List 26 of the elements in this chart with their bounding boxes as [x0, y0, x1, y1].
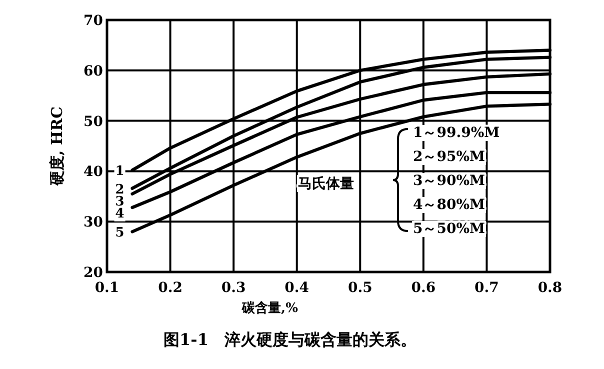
series-label: 4 — [115, 206, 124, 222]
x-tick-label: 0.1 — [94, 280, 120, 296]
text: 图1-1 淬火硬度与碳含量的关系。 — [164, 330, 416, 349]
y-tick-label: 30 — [84, 214, 104, 231]
x-tick-label: 0.5 — [348, 280, 372, 296]
y-tick-label: 40 — [84, 164, 104, 180]
y-tick-label: 70 — [84, 13, 104, 29]
series-label: 5 — [115, 226, 124, 241]
y-tick-label: 20 — [84, 265, 104, 281]
x-tick-label: 0.4 — [284, 280, 310, 296]
y-tick-label: 50 — [84, 114, 104, 130]
x-tick-label: 0.6 — [411, 280, 436, 296]
series-label: 1 — [115, 164, 124, 180]
annotation: 5～50%M — [413, 221, 486, 237]
annotation: 3～90%M — [413, 173, 486, 189]
x-tick-label: 0.7 — [474, 280, 499, 296]
x-tick-label: 0.8 — [538, 280, 562, 296]
x-axis-title: 碳含量,% — [241, 300, 299, 316]
annotation: 马氏体量 — [298, 175, 354, 192]
x-tick-label: 0.3 — [221, 280, 246, 296]
x-tick-label: 0.2 — [158, 280, 182, 296]
annotation: 2～95%M — [413, 149, 486, 165]
annotation: 4～80%M — [413, 197, 486, 213]
y-axis-title: 硬度, HRC — [48, 106, 66, 187]
y-tick-label: 60 — [84, 63, 104, 80]
annotation: 1～99.9%M — [413, 125, 500, 141]
